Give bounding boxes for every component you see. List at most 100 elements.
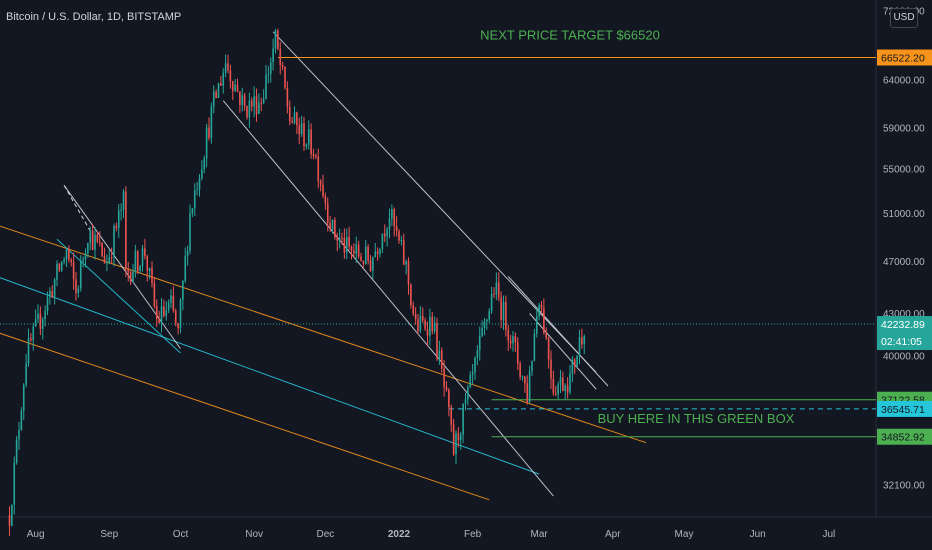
candle-body (260, 102, 263, 104)
candle-body (521, 376, 524, 378)
trendline (222, 100, 554, 497)
candle-body (110, 257, 113, 259)
candle-body (338, 237, 341, 241)
candle-body (215, 91, 217, 98)
candle-body (258, 102, 260, 114)
candle-body (391, 209, 393, 219)
candle-body (224, 63, 227, 73)
price-axis-tick: 43000.00 (883, 309, 925, 320)
candle-body (348, 236, 350, 247)
candle-body (165, 310, 168, 316)
level-price-label-text: 36545.71 (881, 404, 925, 416)
candle-body (493, 293, 495, 295)
candle-body (265, 74, 267, 99)
trendline (272, 31, 597, 373)
trendline (56, 238, 181, 354)
trendline (529, 313, 597, 390)
candle-body (291, 121, 293, 123)
time-axis-tick: 2022 (388, 529, 411, 540)
candle-body (113, 225, 115, 258)
candle-body (455, 433, 457, 455)
level-price-label-bg (877, 49, 932, 66)
time-axis-tick: May (675, 529, 694, 540)
price-axis-tick: 40000.00 (883, 351, 925, 362)
candle-body (362, 260, 365, 264)
candle-body (25, 363, 27, 385)
candle-body (236, 84, 239, 92)
candle-body (34, 319, 37, 327)
candle-body (13, 462, 16, 505)
candle-body (307, 129, 310, 145)
candle-body (383, 233, 386, 237)
candle-body (243, 95, 246, 107)
candle-body (103, 255, 106, 264)
candle-body (253, 96, 255, 107)
candle-body (431, 316, 434, 332)
level-price-label-bg (877, 428, 932, 445)
candle-body (89, 231, 92, 244)
candle-body (471, 372, 474, 375)
candle-body (51, 290, 54, 298)
candle-body (79, 260, 82, 289)
candle-body (334, 219, 336, 238)
candle-body (174, 310, 177, 324)
currency-button[interactable]: USD (890, 8, 918, 28)
candle-body (139, 266, 141, 271)
candle-body (507, 329, 510, 341)
candle-body (345, 236, 348, 253)
candle-body (229, 70, 232, 82)
candle-body (172, 295, 175, 311)
candle-body (179, 299, 182, 329)
candle-body (274, 30, 277, 49)
candle-body (478, 336, 481, 351)
candle-body (286, 87, 289, 107)
candle-body (545, 333, 548, 338)
candle-body (516, 342, 519, 364)
candle-body (117, 210, 120, 229)
candle-body (115, 225, 118, 229)
candle-body (296, 112, 298, 126)
candle-body (201, 169, 203, 179)
candle-body (407, 261, 410, 285)
candle-body (203, 158, 206, 170)
candle-body (72, 262, 75, 280)
candle-body (22, 384, 25, 411)
candle-body (445, 386, 448, 390)
time-axis-tick: Dec (316, 529, 334, 540)
candle-body (486, 319, 488, 322)
candle-body (298, 125, 301, 135)
candle-body (198, 178, 201, 190)
candle-body (433, 323, 436, 332)
time-axis-tick: Aug (27, 529, 45, 540)
candle-body (217, 83, 220, 98)
level-price-label: 66522.20 (877, 49, 932, 66)
candle-body (8, 515, 11, 526)
candle-body (429, 316, 431, 336)
candle-body (512, 336, 514, 344)
candle-body (531, 360, 533, 372)
candlesticks (8, 28, 586, 536)
candle-body (450, 407, 453, 425)
candle-body (410, 284, 412, 306)
candle-body (350, 246, 353, 251)
price-axis-tick: 47000.00 (883, 257, 925, 268)
candle-body (343, 237, 346, 253)
candle-body (77, 288, 80, 294)
candle-body (364, 246, 367, 264)
time-axis-tick: Apr (605, 529, 621, 540)
candle-body (557, 384, 559, 395)
candle-body (312, 154, 315, 157)
candle-body (438, 350, 441, 359)
candle-body (293, 112, 296, 123)
candle-body (284, 66, 286, 88)
candle-body (212, 91, 215, 107)
candle-body (87, 243, 89, 254)
candle-body (144, 248, 146, 256)
candle-body (310, 129, 312, 155)
price-axis-tick: 55000.00 (883, 165, 925, 176)
candle-body (414, 313, 417, 320)
candle-body (388, 218, 391, 230)
candle-body (136, 251, 139, 271)
